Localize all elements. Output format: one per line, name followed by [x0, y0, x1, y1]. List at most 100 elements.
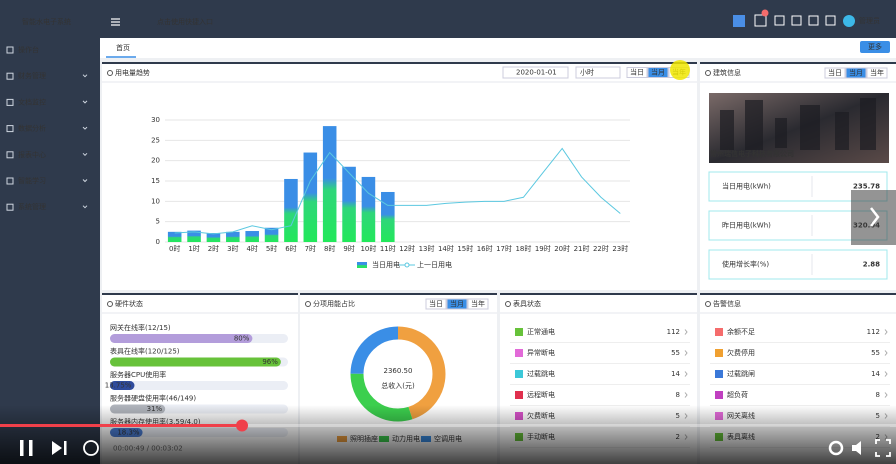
toggle-button[interactable] [647, 67, 669, 78]
menu-item[interactable]: 系统管理 [18, 202, 46, 211]
menu-icon[interactable] [111, 18, 120, 26]
icon[interactable] [754, 14, 767, 27]
next-icon[interactable] [52, 441, 67, 455]
panel-title: 表具状态 [513, 299, 541, 308]
chevron [82, 100, 88, 104]
toggle-label[interactable]: 当月 [651, 68, 665, 77]
toggle-label[interactable]: 当年 [870, 68, 884, 77]
toggle-button[interactable] [626, 67, 648, 78]
legend-label: 上一日用电 [417, 260, 452, 269]
unit-value[interactable]: 小时 [580, 68, 594, 77]
x-tick-label: 23时 [612, 244, 628, 253]
toggle-button[interactable] [425, 298, 447, 310]
status-count: 14 [871, 370, 880, 378]
pin-icon [107, 70, 113, 76]
menu-icon [6, 151, 14, 159]
menu-item[interactable]: 操作台 [18, 45, 39, 54]
panel-top [700, 62, 896, 64]
menu-item[interactable]: 智能学习 [18, 176, 46, 185]
app-title: 智能水电子系统 [22, 17, 71, 26]
date-input[interactable] [502, 66, 569, 79]
x-tick-label: 11时 [380, 244, 396, 253]
progress-track [110, 381, 288, 390]
toggle-label[interactable]: 当月 [450, 299, 464, 308]
x-tick-label: 16时 [477, 244, 493, 253]
toggle-button[interactable] [845, 67, 867, 79]
toggle-label[interactable]: 当日 [630, 68, 644, 77]
icon[interactable] [774, 15, 785, 26]
bar [245, 231, 259, 242]
bar [187, 230, 201, 242]
menu-item[interactable]: 报表中心 [18, 150, 46, 159]
msg-icon[interactable] [733, 15, 745, 27]
legend-label: 当日用电 [372, 260, 400, 269]
toggle-button[interactable] [866, 67, 888, 79]
user-name[interactable]: 管理员 [859, 16, 880, 25]
status-count: 14 [671, 370, 680, 378]
stat-label: 当日用电(kWh) [722, 182, 771, 191]
y-tick-label: 10 [151, 197, 160, 205]
toggle-label[interactable]: 当月 [849, 68, 863, 77]
avatar[interactable] [843, 15, 855, 27]
volume-icon[interactable] [852, 441, 861, 455]
settings-icon[interactable] [828, 440, 844, 456]
progress-label: 13.75% [105, 382, 132, 390]
toggle-button[interactable] [824, 67, 846, 79]
tab[interactable]: 首页 [116, 43, 130, 52]
x-tick-label: 22时 [593, 244, 609, 253]
pin-icon [705, 301, 711, 307]
pie-slice [350, 326, 446, 422]
chevron [684, 371, 688, 377]
menu-item[interactable]: 财务管理 [18, 71, 46, 80]
next-arrow [870, 207, 880, 227]
toggle-label[interactable]: 当日 [828, 68, 842, 77]
chevron [884, 392, 888, 398]
x-tick-label: 18时 [515, 244, 531, 253]
building [800, 105, 820, 150]
stat-value: 2.88 [863, 261, 880, 269]
progress-label: 80% [234, 335, 250, 343]
icon[interactable] [808, 15, 819, 26]
panel-top [102, 293, 298, 295]
status-icon [715, 391, 723, 399]
y-tick-label: 30 [151, 116, 160, 124]
loop-icon[interactable] [83, 440, 99, 456]
building [860, 98, 876, 150]
chevron [82, 126, 88, 130]
status-icon [515, 370, 523, 378]
date-value[interactable]: 2020-01-01 [516, 69, 557, 77]
menu-item[interactable]: 数据分析 [18, 124, 46, 133]
x-tick-label: 19时 [535, 244, 551, 253]
status-label: 正常通电 [527, 327, 555, 336]
progress-bar [110, 381, 135, 390]
progress-track[interactable] [0, 424, 896, 427]
pie-center-label: 总收入(元) [381, 381, 415, 390]
player-time[interactable]: 00:00:49 / 00:03:02 [113, 445, 183, 453]
x-tick-label: 17时 [496, 244, 512, 253]
panel-top [102, 62, 697, 64]
hardware-label: 服务器CPU使用率 [110, 370, 166, 379]
toggle-button[interactable] [446, 298, 468, 310]
next-button[interactable] [851, 190, 896, 245]
pause-bar[interactable] [20, 440, 24, 456]
shortcut-link[interactable]: 点击使用快捷入口 [157, 17, 213, 26]
status-count: 55 [871, 349, 880, 357]
progress-knob[interactable] [236, 419, 248, 432]
icon[interactable] [825, 15, 836, 26]
icon[interactable] [791, 15, 802, 26]
toggle-label[interactable]: 当日 [429, 299, 443, 308]
menu-item[interactable]: 文档监控 [18, 97, 46, 106]
more-label[interactable]: 更多 [868, 42, 882, 51]
fullscreen-icon[interactable] [875, 439, 891, 457]
pause-bar[interactable] [29, 440, 33, 456]
stat-box [708, 249, 888, 280]
unit-select[interactable] [575, 66, 621, 79]
company-name: 常州瑞信电子科技有限公司 [710, 149, 794, 158]
toggle-button[interactable] [467, 298, 489, 310]
more-button[interactable] [860, 41, 890, 53]
status-icon [715, 349, 723, 357]
y-tick-label: 25 [151, 136, 160, 144]
toggle-label[interactable]: 当年 [471, 299, 485, 308]
panel-top [700, 293, 896, 295]
